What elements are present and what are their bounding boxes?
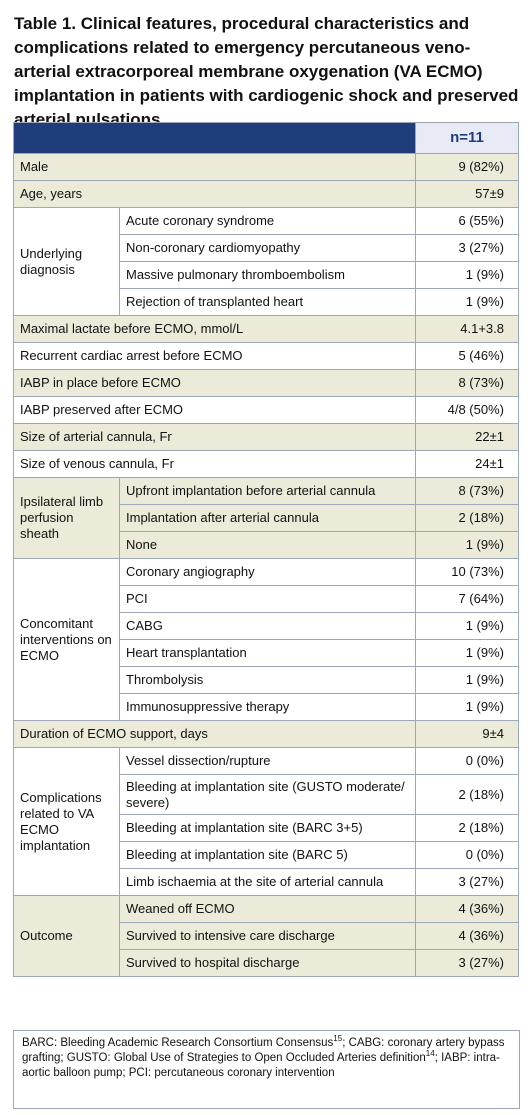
table-row: Maximal lactate before ECMO, mmol/L 4.1+… — [13, 315, 519, 343]
table-row: Limb ischaemia at the site of arterial c… — [14, 868, 519, 896]
table-row: Outcome Weaned off ECMO 4 (36%) — [13, 895, 519, 977]
data-table: n=11 Male 9 (82%) Age, years 57±9 Underl… — [13, 122, 519, 977]
table-row: IABP preserved after ECMO 4/8 (50%) — [13, 396, 519, 424]
table-row: Size of venous cannula, Fr 24±1 — [13, 450, 519, 478]
table-row: Male 9 (82%) — [13, 153, 519, 181]
table-row: IABP in place before ECMO 8 (73%) — [13, 369, 519, 397]
table-row: Complications related to VA ECMO implant… — [13, 747, 519, 896]
table-row: Rejection of transplanted heart 1 (9%) — [14, 288, 519, 316]
table-header-row: n=11 — [13, 122, 519, 154]
table-row: Concomitant interventions on ECMO Corona… — [13, 558, 519, 721]
table-title: Table 1. Clinical features, procedural c… — [14, 14, 519, 129]
table-row: Bleeding at implantation site (BARC 5) 0… — [14, 841, 519, 869]
table-row: CABG 1 (9%) — [14, 612, 519, 640]
table-row: Age, years 57±9 — [13, 180, 519, 208]
table-footnote: BARC: Bleeding Academic Research Consort… — [13, 1030, 520, 1109]
table-row: Duration of ECMO support, days 9±4 — [13, 720, 519, 748]
table-row: Size of arterial cannula, Fr 22±1 — [13, 423, 519, 451]
group-label: Underlying diagnosis — [13, 207, 120, 316]
table-row: Bleeding at implantation site (BARC 3+5)… — [14, 814, 519, 842]
header-n-cell: n=11 — [415, 122, 519, 154]
table-row: Recurrent cardiac arrest before ECMO 5 (… — [13, 342, 519, 370]
table-row: Survived to intensive care discharge 4 (… — [14, 922, 519, 950]
table-row: Bleeding at implantation site (GUSTO mod… — [14, 774, 519, 815]
table-row: Underlying diagnosis Acute coronary synd… — [13, 207, 519, 316]
table-row: Ipsilateral limb perfusion sheath Upfron… — [13, 477, 519, 559]
group-label: Concomitant interventions on ECMO — [13, 558, 120, 721]
group-label: Outcome — [13, 895, 120, 977]
header-blank-cell — [13, 122, 416, 154]
table-row: Immunosuppressive therapy 1 (9%) — [14, 693, 519, 721]
table-row: PCI 7 (64%) — [14, 585, 519, 613]
table-row: Implantation after arterial cannula 2 (1… — [14, 504, 519, 532]
table-row: None 1 (9%) — [14, 531, 519, 559]
group-label: Complications related to VA ECMO implant… — [13, 747, 120, 896]
group-label: Ipsilateral limb perfusion sheath — [13, 477, 120, 559]
table-row: Non-coronary cardiomyopathy 3 (27%) — [14, 234, 519, 262]
table-row: Heart transplantation 1 (9%) — [14, 639, 519, 667]
table-row: Survived to hospital discharge 3 (27%) — [14, 949, 519, 977]
